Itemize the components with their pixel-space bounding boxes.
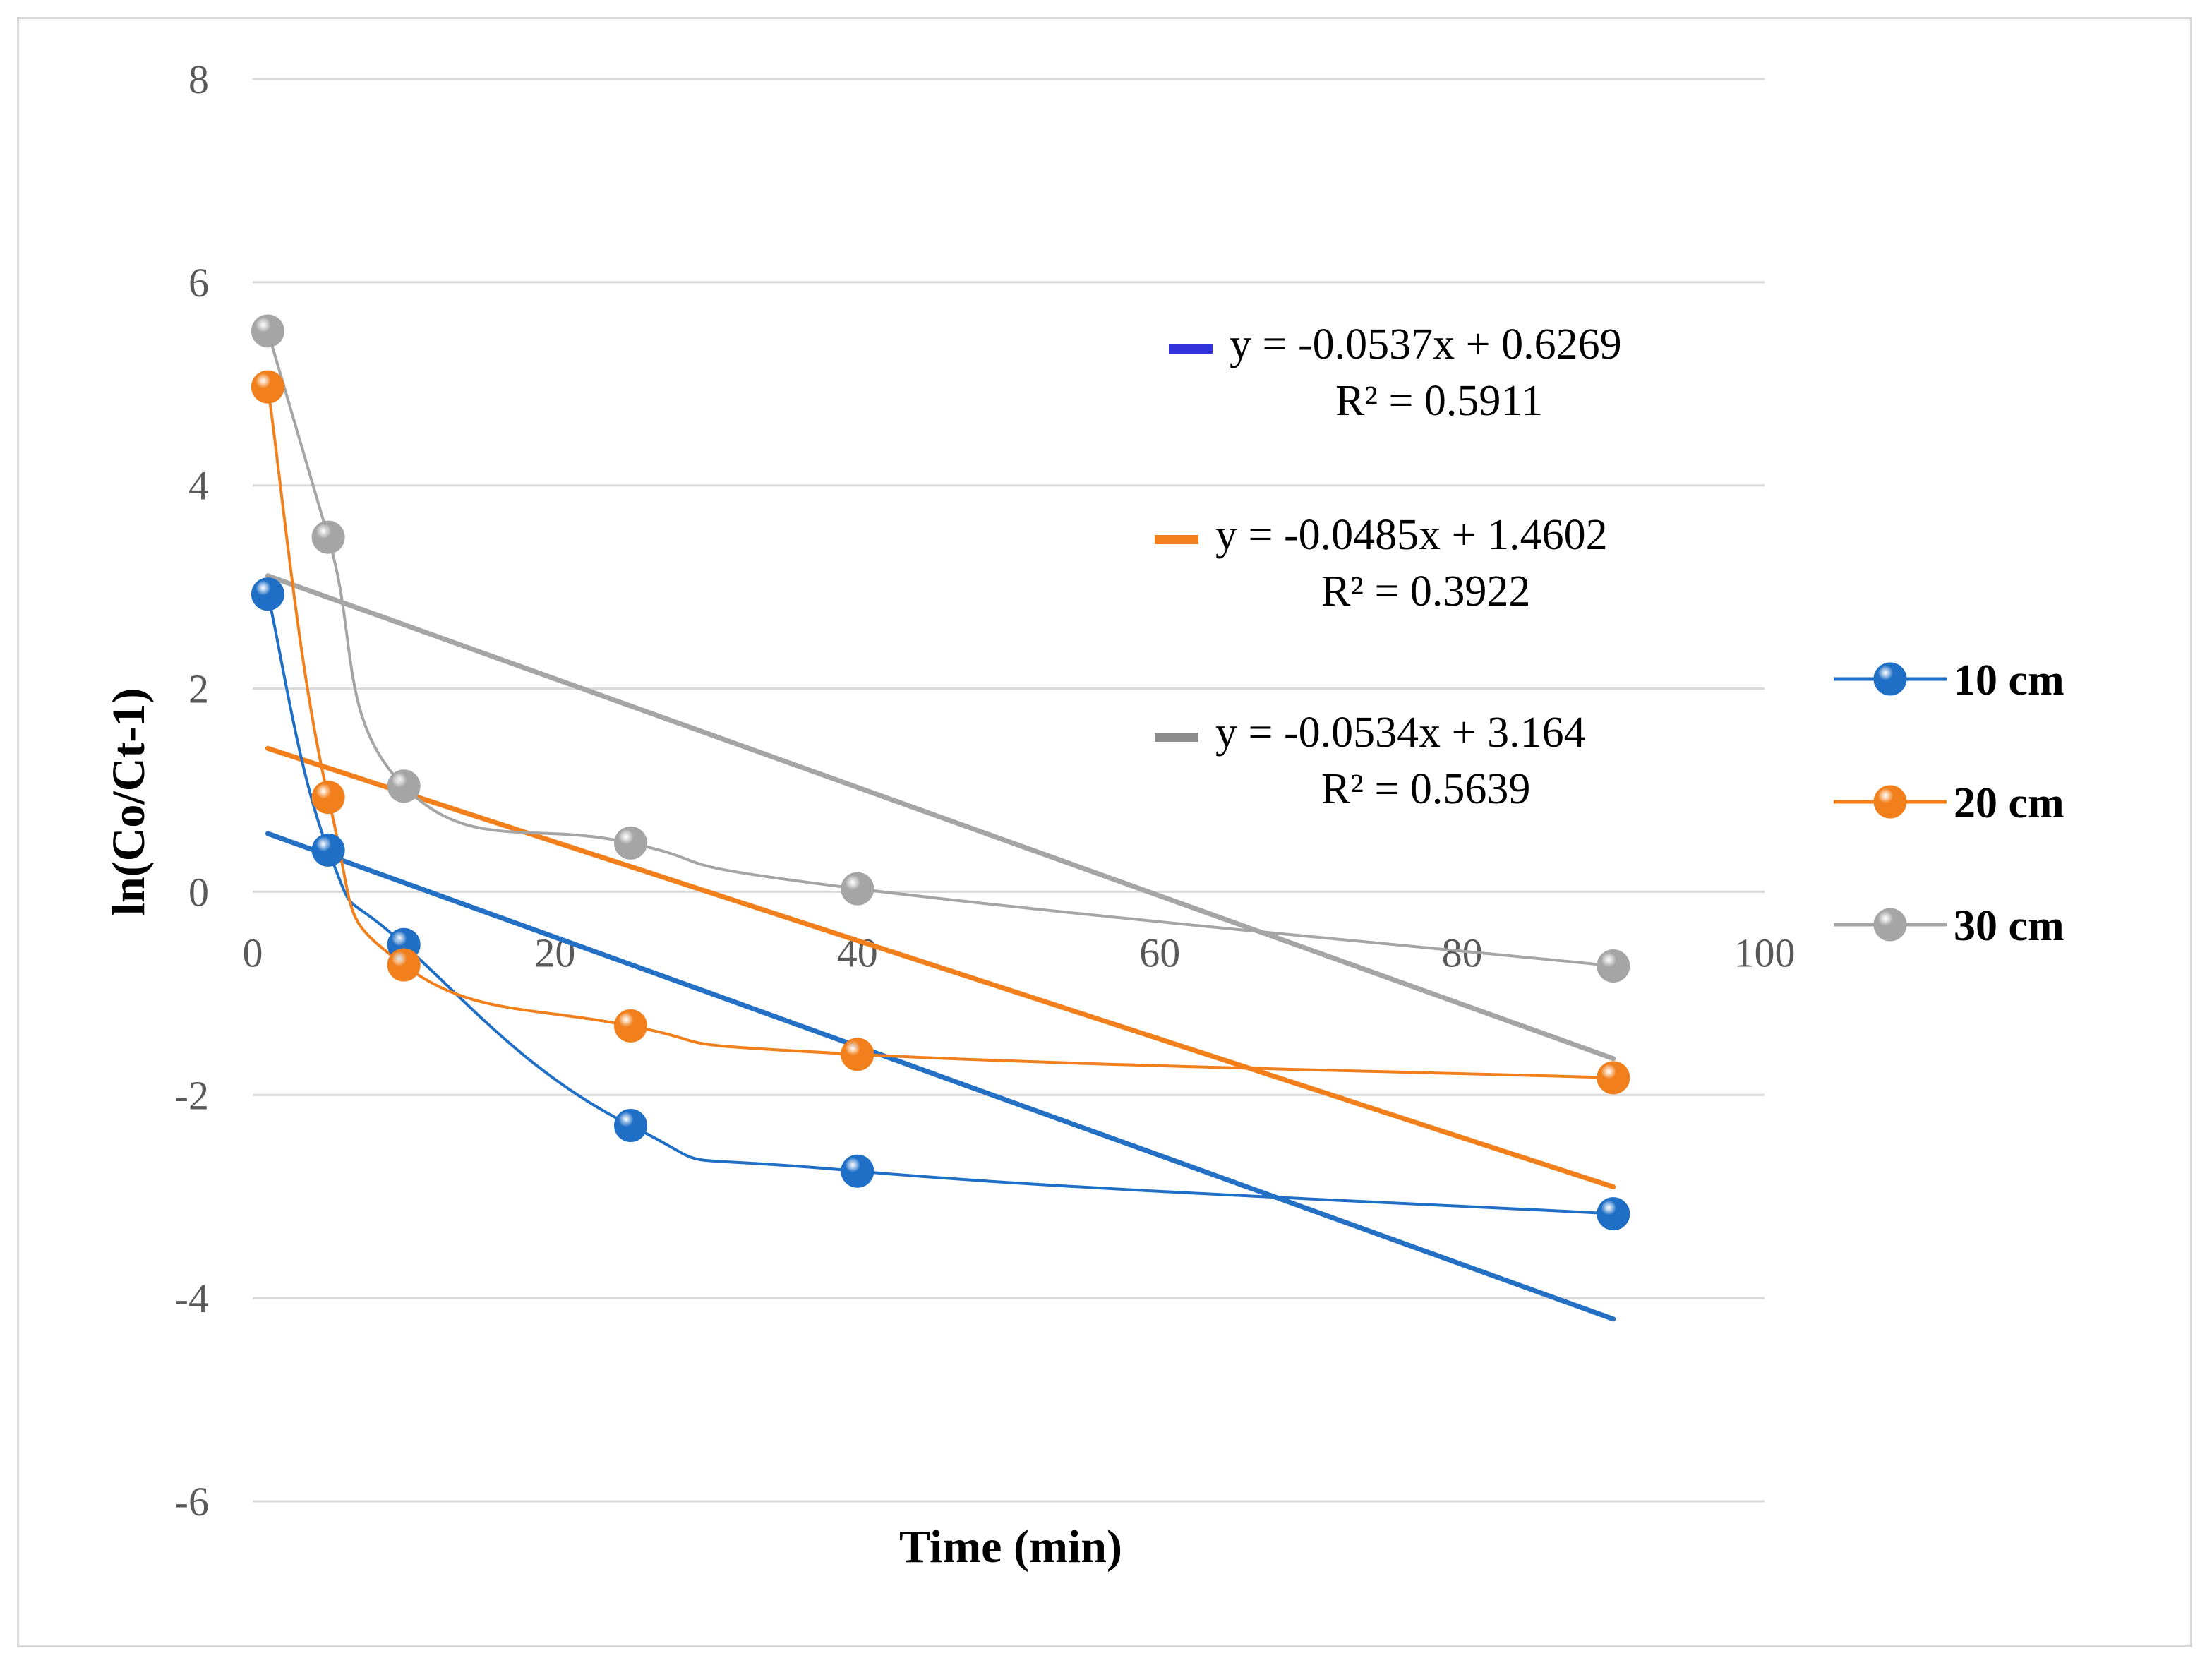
trendlines — [265, 573, 1616, 1322]
x-tick-label: 0 — [243, 930, 263, 975]
point-10-cm — [841, 1154, 874, 1188]
equation-swatch — [1169, 344, 1213, 354]
trendline-equation: y = -0.0485x + 1.4602 — [1215, 511, 1608, 559]
chart-frame — [17, 17, 2192, 1647]
point-30-cm — [311, 520, 345, 554]
point-30-cm — [1597, 949, 1630, 983]
y-tick-label: -2 — [175, 1072, 209, 1118]
trendline-r2: R² = 0.5639 — [1321, 765, 1530, 813]
y-tick-label: 4 — [188, 463, 209, 509]
trendline-20-cm — [265, 745, 1616, 1190]
legend-marker — [1873, 785, 1907, 819]
point-20-cm — [311, 781, 345, 815]
y-tick-label: -4 — [175, 1275, 209, 1321]
trendline-equations: y = -0.0537x + 0.6269 R² = 0.5911 y = -0.0… — [1155, 320, 1622, 813]
trendline-r2: R² = 0.3922 — [1321, 567, 1530, 615]
legend-label: 10 cm — [1954, 656, 2064, 704]
point-30-cm — [251, 314, 284, 348]
trendline-10-cm — [265, 831, 1616, 1322]
trendline-30-cm — [265, 573, 1616, 1062]
series-line-20-cm — [266, 386, 1613, 1079]
y-tick-label: 8 — [188, 56, 209, 102]
trendline-r2: R² = 0.5911 — [1335, 377, 1543, 425]
legend: 10 cm 20 cm 30 cm — [1834, 656, 2064, 950]
point-20-cm — [387, 948, 421, 982]
y-tick-label: -6 — [175, 1479, 209, 1525]
trendline-equation: y = -0.0537x + 0.6269 — [1230, 320, 1622, 368]
y-tick-label: 6 — [188, 260, 209, 306]
x-axis-title: Time (min) — [899, 1521, 1122, 1573]
x-tick-label: 60 — [1139, 930, 1180, 975]
x-axis-ticks: 0 20 40 60 80 100 — [243, 930, 1796, 975]
legend-marker — [1873, 662, 1907, 696]
equation-swatch — [1155, 535, 1198, 544]
trendline-equation: y = -0.0534x + 3.164 — [1215, 709, 1586, 757]
point-20-cm — [251, 370, 284, 404]
point-10-cm — [251, 577, 284, 611]
y-axis-ticks: 8 6 4 2 0 -2 -4 -6 — [175, 56, 209, 1525]
x-tick-label: 100 — [1734, 930, 1796, 975]
y-tick-label: 0 — [188, 869, 209, 915]
legend-label: 20 cm — [1954, 779, 2064, 827]
point-10-cm — [1597, 1197, 1630, 1231]
legend-label: 30 cm — [1954, 902, 2064, 950]
point-30-cm — [614, 826, 647, 860]
y-tick-label: 2 — [188, 666, 209, 712]
point-20-cm — [841, 1038, 874, 1071]
point-20-cm — [1597, 1061, 1630, 1095]
point-30-cm — [387, 769, 421, 803]
data-points — [251, 314, 1630, 1231]
point-10-cm — [614, 1108, 647, 1142]
gridlines — [253, 78, 1765, 1503]
equation-swatch — [1155, 733, 1198, 742]
legend-marker — [1873, 908, 1907, 942]
y-axis-title: ln(Co/Ct-1) — [103, 688, 155, 916]
point-10-cm — [311, 833, 345, 867]
point-30-cm — [841, 872, 874, 906]
point-20-cm — [614, 1009, 647, 1043]
